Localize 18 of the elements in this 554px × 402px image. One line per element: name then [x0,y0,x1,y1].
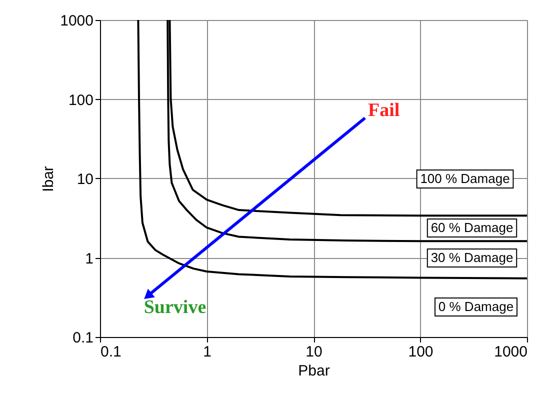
x-tick-label: 1000 [494,344,528,360]
y-tick-label: 1000 [60,12,94,30]
annotation: Survive [144,297,206,318]
y-tick-label: 0.1 [72,330,94,346]
x-axis-title: Pbar [298,362,330,380]
y-tick-label: 100 [68,92,94,109]
y-tick-label: 1 [85,250,94,268]
annotation: 0 % Damage [438,299,514,314]
annotation: Fail [368,100,400,121]
y-tick-label: 10 [76,171,94,188]
x-tick-label: 0.1 [100,344,122,360]
x-tick-label: 100 [408,344,434,360]
x-tick-label: 1 [203,344,212,360]
x-tick-label: 10 [306,344,322,360]
annotation: 30 % Damage [430,250,514,265]
annotation: 60 % Damage [430,220,514,235]
y-axis-title: Ibar [40,166,58,192]
annotation: 100 % Damage [420,171,510,186]
